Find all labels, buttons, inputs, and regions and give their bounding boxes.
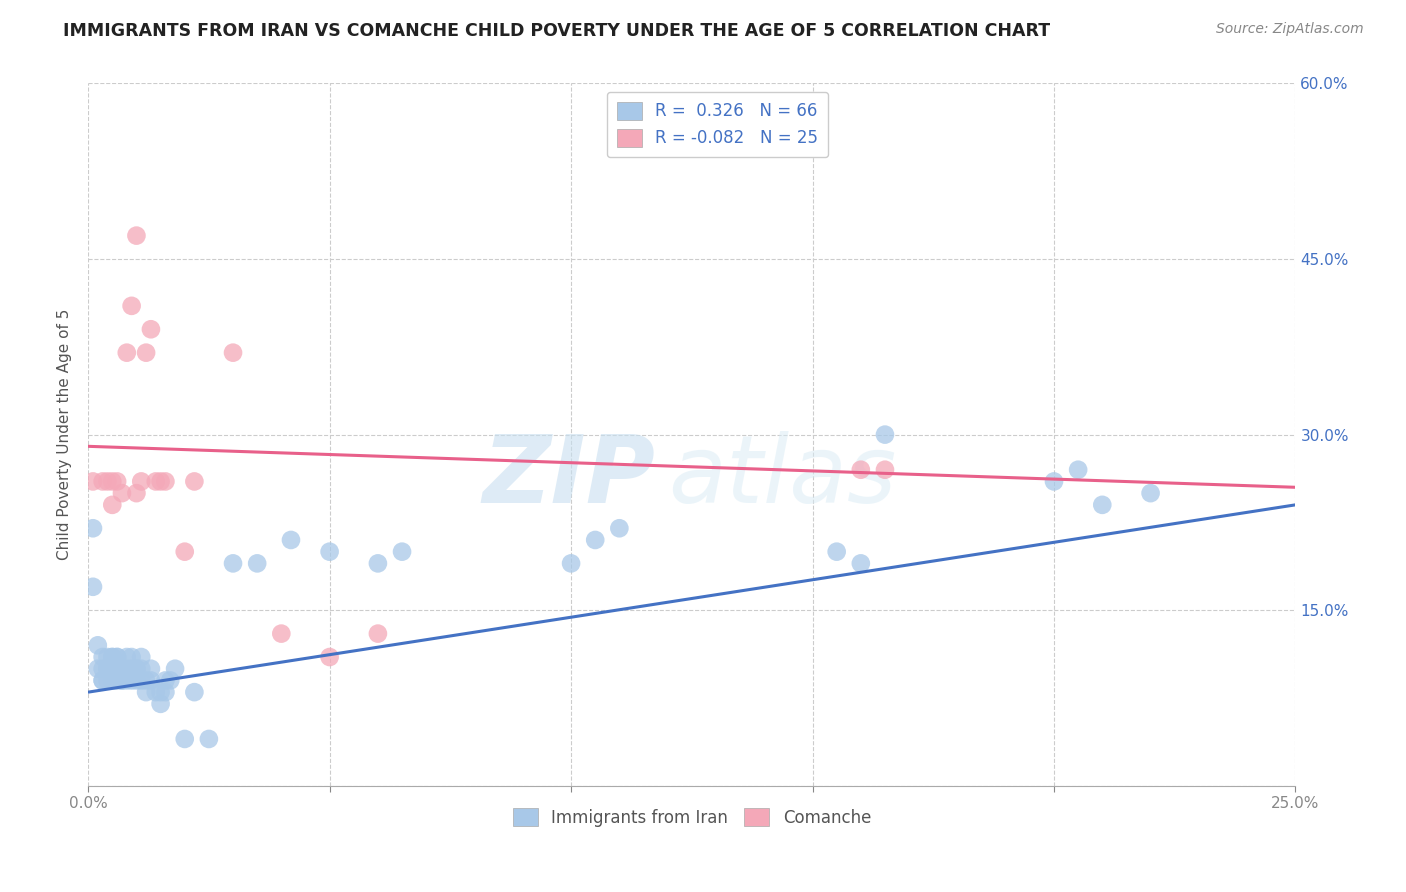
Point [125,662,148,676]
Point [609,521,631,535]
Point [222,345,245,359]
Text: ZIP: ZIP [482,431,655,523]
Point [111,673,134,688]
Point [96,673,118,688]
Point [105,475,128,489]
Point [91,673,114,688]
Point [101,475,124,489]
Point [165,662,187,676]
Text: Source: ZipAtlas.com: Source: ZipAtlas.com [1216,22,1364,37]
Point [101,498,124,512]
Point [115,650,138,665]
Point [367,557,389,571]
Point [91,673,114,688]
Point [135,345,157,359]
Point [96,662,118,676]
Text: IMMIGRANTS FROM IRAN VS COMANCHE CHILD POVERTY UNDER THE AGE OF 5 CORRELATION CH: IMMIGRANTS FROM IRAN VS COMANCHE CHILD P… [63,22,1050,40]
Point [222,557,245,571]
Point [145,685,167,699]
Point [246,557,269,571]
Point [111,486,134,500]
Point [105,662,128,676]
Point [115,662,138,676]
Point [111,673,134,688]
Point [91,650,114,665]
Point [1043,475,1066,489]
Point [87,662,110,676]
Point [149,685,172,699]
Legend: Immigrants from Iran, Comanche: Immigrants from Iran, Comanche [506,802,877,834]
Point [121,650,143,665]
Point [87,638,110,652]
Point [105,662,128,676]
Point [91,475,114,489]
Point [183,685,205,699]
Point [91,662,114,676]
Point [129,673,152,688]
Point [825,544,848,558]
Point [391,544,413,558]
Point [318,650,340,665]
Point [111,662,134,676]
Point [149,697,172,711]
Point [873,427,896,442]
Point [173,544,195,558]
Text: atlas: atlas [668,431,896,522]
Point [367,626,389,640]
Point [145,475,167,489]
Point [873,463,896,477]
Point [105,650,128,665]
Point [125,486,148,500]
Point [105,673,128,688]
Point [121,662,143,676]
Point [583,533,606,547]
Point [280,533,302,547]
Point [270,626,292,640]
Point [849,557,872,571]
Point [1067,463,1090,477]
Point [96,662,118,676]
Point [96,650,118,665]
Y-axis label: Child Poverty Under the Age of 5: Child Poverty Under the Age of 5 [58,309,72,560]
Point [1139,486,1161,500]
Point [82,475,104,489]
Point [155,475,177,489]
Point [125,662,148,676]
Point [139,322,162,336]
Point [125,228,148,243]
Point [129,650,152,665]
Point [139,673,162,688]
Point [82,521,104,535]
Point [101,650,124,665]
Point [155,685,177,699]
Point [560,557,582,571]
Point [159,673,181,688]
Point [183,475,205,489]
Point [125,673,148,688]
Point [149,475,172,489]
Point [115,345,138,359]
Point [121,673,143,688]
Point [139,662,162,676]
Point [1091,498,1114,512]
Point [135,673,157,688]
Point [198,731,221,746]
Point [155,673,177,688]
Point [135,685,157,699]
Point [173,731,195,746]
Point [101,673,124,688]
Point [105,650,128,665]
Point [96,475,118,489]
Point [129,662,152,676]
Point [318,544,340,558]
Point [129,475,152,489]
Point [115,673,138,688]
Point [849,463,872,477]
Point [121,299,143,313]
Point [101,662,124,676]
Point [82,580,104,594]
Point [101,650,124,665]
